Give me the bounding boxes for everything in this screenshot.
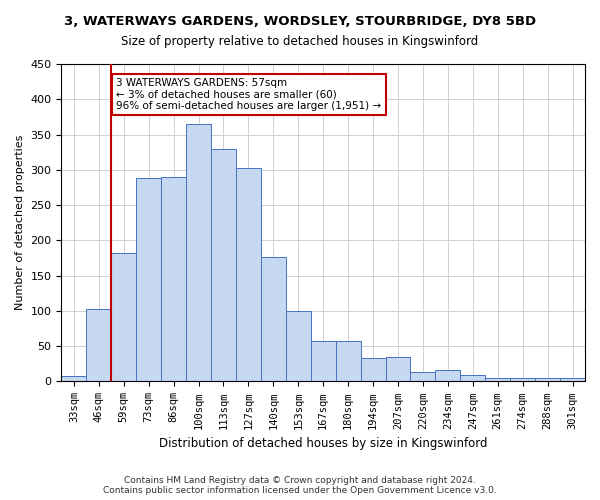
Bar <box>560 378 585 382</box>
Bar <box>386 357 410 382</box>
Bar <box>361 358 386 382</box>
Bar <box>460 375 485 382</box>
Bar <box>335 340 361 382</box>
Bar <box>261 258 286 382</box>
Bar <box>136 178 161 382</box>
Bar <box>61 376 86 382</box>
Text: Size of property relative to detached houses in Kingswinford: Size of property relative to detached ho… <box>121 35 479 48</box>
Y-axis label: Number of detached properties: Number of detached properties <box>15 135 25 310</box>
Bar <box>436 370 460 382</box>
X-axis label: Distribution of detached houses by size in Kingswinford: Distribution of detached houses by size … <box>159 437 487 450</box>
Bar <box>535 378 560 382</box>
Bar <box>236 168 261 382</box>
Bar <box>410 372 436 382</box>
Bar <box>286 311 311 382</box>
Bar <box>211 148 236 382</box>
Bar <box>311 340 335 382</box>
Bar <box>161 177 186 382</box>
Text: 3, WATERWAYS GARDENS, WORDSLEY, STOURBRIDGE, DY8 5BD: 3, WATERWAYS GARDENS, WORDSLEY, STOURBRI… <box>64 15 536 28</box>
Bar <box>485 378 510 382</box>
Bar <box>111 253 136 382</box>
Bar <box>510 378 535 382</box>
Text: Contains HM Land Registry data © Crown copyright and database right 2024.
Contai: Contains HM Land Registry data © Crown c… <box>103 476 497 495</box>
Bar <box>186 124 211 382</box>
Text: 3 WATERWAYS GARDENS: 57sqm
← 3% of detached houses are smaller (60)
96% of semi-: 3 WATERWAYS GARDENS: 57sqm ← 3% of detac… <box>116 78 382 112</box>
Bar <box>86 309 111 382</box>
